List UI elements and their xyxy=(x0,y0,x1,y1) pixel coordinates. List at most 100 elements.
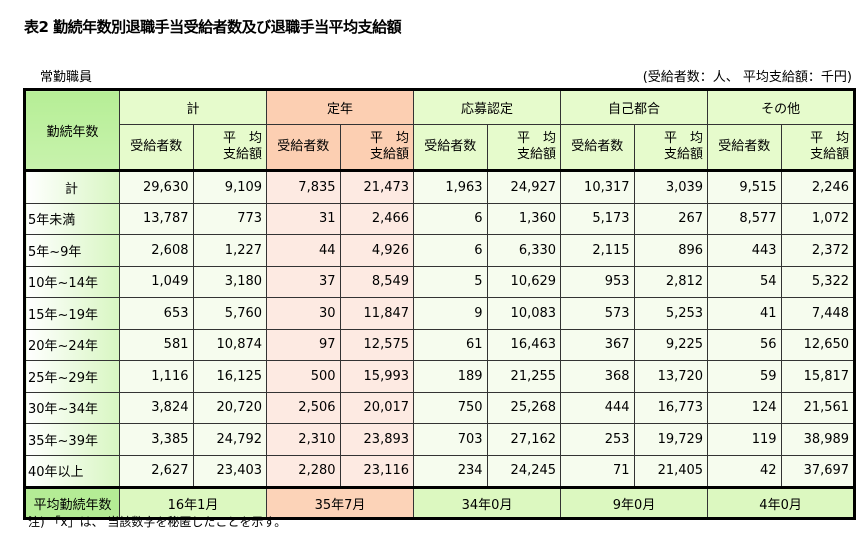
recipients-cell: 54 xyxy=(707,265,782,298)
avg-amount-cell: 23,403 xyxy=(192,454,268,488)
recipients-cell: 31 xyxy=(266,202,341,235)
recipients-cell: 253 xyxy=(560,423,635,456)
row-label: 5年未満 xyxy=(24,202,120,235)
recipients-cell: 234 xyxy=(413,454,488,488)
avg-amount-cell: 1,227 xyxy=(192,234,268,267)
group-header: その他 xyxy=(707,89,856,125)
recipients-cell: 5 xyxy=(413,265,488,298)
recipients-header: 受給者数 xyxy=(413,124,488,171)
recipients-cell: 2,310 xyxy=(266,423,341,456)
avg-amount-cell: 20,720 xyxy=(192,391,268,424)
avg-amount-cell: 7,448 xyxy=(780,297,856,330)
table-row: 計 29,630 9,109 7,835 21,473 1,963 24,927 10,317… xyxy=(24,170,856,204)
row-label: 15年~19年 xyxy=(24,297,120,330)
avg-amount-cell: 10,629 xyxy=(486,265,562,298)
recipients-cell: 750 xyxy=(413,391,488,424)
avg-amount-cell: 1,360 xyxy=(486,202,562,235)
recipients-cell: 44 xyxy=(266,234,341,267)
row-label: 30年~34年 xyxy=(24,391,120,424)
avg-amount-cell: 12,650 xyxy=(780,328,856,361)
avg-amount-cell: 6,330 xyxy=(486,234,562,267)
avg-amount-cell: 13,720 xyxy=(633,360,709,393)
row-label: 35年~39年 xyxy=(24,423,120,456)
avg-tenure-cell: 9年0月 xyxy=(560,487,709,519)
avg-amount-cell: 10,083 xyxy=(486,297,562,330)
avg-amount-cell: 16,125 xyxy=(192,360,268,393)
avg-amount-cell: 21,473 xyxy=(339,170,415,204)
avg-amount-cell: 25,268 xyxy=(486,391,562,424)
recipients-cell: 444 xyxy=(560,391,635,424)
avg-amount-header: 平 均 支給額 xyxy=(486,124,562,171)
avg-amount-cell: 37,697 xyxy=(780,454,856,488)
row-header: 勤続年数 xyxy=(24,89,120,171)
table-row: 20年~24年 581 10,874 97 12,575 61 16,463 367 9,225… xyxy=(24,328,856,361)
recipients-cell: 2,506 xyxy=(266,391,341,424)
avg-amount-cell: 5,322 xyxy=(780,265,856,298)
avg-amount-cell: 21,561 xyxy=(780,391,856,424)
group-header: 自己都合 xyxy=(560,89,709,125)
recipients-cell: 3,824 xyxy=(119,391,194,424)
recipients-cell: 119 xyxy=(707,423,782,456)
avg-amount-cell: 24,792 xyxy=(192,423,268,456)
recipients-cell: 2,115 xyxy=(560,234,635,267)
recipients-cell: 2,608 xyxy=(119,234,194,267)
unit-note: (受給者数：人、 平均支給額：千円) xyxy=(642,70,852,85)
recipients-cell: 953 xyxy=(560,265,635,298)
recipients-cell: 1,963 xyxy=(413,170,488,204)
recipients-cell: 500 xyxy=(266,360,341,393)
recipients-cell: 59 xyxy=(707,360,782,393)
avg-amount-cell: 11,847 xyxy=(339,297,415,330)
recipients-cell: 7,835 xyxy=(266,170,341,204)
group-header: 定年 xyxy=(266,89,415,125)
avg-amount-cell: 9,109 xyxy=(192,170,268,204)
avg-amount-cell: 2,466 xyxy=(339,202,415,235)
avg-amount-cell: 38,989 xyxy=(780,423,856,456)
table-row: 5年~9年 2,608 1,227 44 4,926 6 6,330 2,115 896 443 2… xyxy=(24,234,856,267)
avg-amount-cell: 3,180 xyxy=(192,265,268,298)
row-label: 計 xyxy=(24,170,120,204)
recipients-cell: 6 xyxy=(413,202,488,235)
avg-amount-header: 平 均 支給額 xyxy=(192,124,268,171)
avg-amount-cell: 24,245 xyxy=(486,454,562,488)
recipients-header: 受給者数 xyxy=(560,124,635,171)
avg-amount-cell: 19,729 xyxy=(633,423,709,456)
avg-amount-header: 平 均 支給額 xyxy=(339,124,415,171)
avg-amount-cell: 2,372 xyxy=(780,234,856,267)
avg-amount-cell: 21,255 xyxy=(486,360,562,393)
avg-amount-cell: 3,039 xyxy=(633,170,709,204)
recipients-cell: 124 xyxy=(707,391,782,424)
avg-amount-cell: 12,575 xyxy=(339,328,415,361)
recipients-cell: 29,630 xyxy=(119,170,194,204)
recipients-cell: 368 xyxy=(560,360,635,393)
recipients-cell: 3,385 xyxy=(119,423,194,456)
avg-amount-cell: 10,874 xyxy=(192,328,268,361)
avg-amount-cell: 23,116 xyxy=(339,454,415,488)
avg-amount-cell: 21,405 xyxy=(633,454,709,488)
recipients-cell: 2,627 xyxy=(119,454,194,488)
recipients-cell: 703 xyxy=(413,423,488,456)
recipients-cell: 5,173 xyxy=(560,202,635,235)
table-row: 10年~14年 1,049 3,180 37 8,549 5 10,629 953 2,812 5… xyxy=(24,265,856,298)
table-row: 35年~39年 3,385 24,792 2,310 23,893 703 27,162 25… xyxy=(24,423,856,456)
recipients-cell: 42 xyxy=(707,454,782,488)
avg-tenure-cell: 4年0月 xyxy=(707,487,856,519)
recipients-cell: 61 xyxy=(413,328,488,361)
avg-amount-cell: 2,812 xyxy=(633,265,709,298)
avg-amount-cell: 24,927 xyxy=(486,170,562,204)
recipients-cell: 9,515 xyxy=(707,170,782,204)
recipients-cell: 443 xyxy=(707,234,782,267)
avg-amount-cell: 27,162 xyxy=(486,423,562,456)
avg-amount-header: 平 均 支給額 xyxy=(633,124,709,171)
recipients-cell: 10,317 xyxy=(560,170,635,204)
avg-amount-cell: 20,017 xyxy=(339,391,415,424)
avg-amount-cell: 15,817 xyxy=(780,360,856,393)
recipients-cell: 71 xyxy=(560,454,635,488)
recipients-cell: 1,116 xyxy=(119,360,194,393)
avg-amount-cell: 9,225 xyxy=(633,328,709,361)
recipients-cell: 37 xyxy=(266,265,341,298)
avg-tenure-cell: 16年1月 xyxy=(118,487,268,519)
recipients-cell: 6 xyxy=(413,234,488,267)
avg-amount-cell: 896 xyxy=(633,234,709,267)
avg-amount-cell: 1,072 xyxy=(780,202,856,235)
group-header: 計 xyxy=(118,89,268,125)
